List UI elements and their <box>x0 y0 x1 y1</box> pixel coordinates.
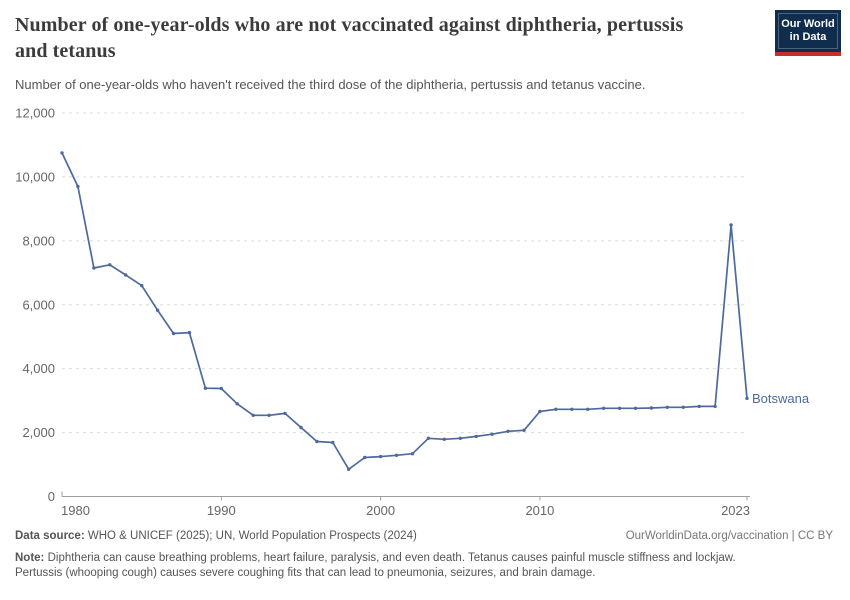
data-point-1984[interactable] <box>124 273 128 277</box>
x-tick-label-2023: 2023 <box>721 503 750 518</box>
chart-subtitle: Number of one-year-olds who haven't rece… <box>15 77 646 92</box>
attribution-link[interactable]: OurWorldinData.org/vaccination | CC BY <box>625 530 833 542</box>
data-point-1987[interactable] <box>171 331 176 336</box>
data-source-text: WHO & UNICEF (2025); UN, World Populatio… <box>84 530 417 542</box>
data-point-1999[interactable] <box>363 455 367 460</box>
data-point-1988[interactable] <box>187 330 192 335</box>
data-point-2000[interactable] <box>378 454 383 459</box>
data-point-2011[interactable] <box>554 407 558 411</box>
data-point-2008[interactable] <box>506 429 510 433</box>
data-point-2014[interactable] <box>601 406 606 410</box>
owid-logo[interactable]: Our World in Data <box>775 10 841 56</box>
data-line-botswana[interactable] <box>61 152 748 471</box>
data-point-2018[interactable] <box>665 405 669 409</box>
data-point-2017[interactable] <box>649 406 654 410</box>
y-tick-label-4000: 4,000 <box>22 361 55 376</box>
data-point-1980[interactable] <box>60 151 64 155</box>
logo-keyline <box>778 13 838 49</box>
data-point-2010[interactable] <box>538 409 542 414</box>
y-tick-label-6000: 6,000 <box>22 297 55 312</box>
y-tick-label-12000: 12,000 <box>15 106 55 121</box>
y-tick-label-0: 0 <box>48 489 55 504</box>
x-tick-label-2000: 2000 <box>366 503 395 518</box>
data-point-1994[interactable] <box>283 411 287 416</box>
data-point-1995[interactable] <box>299 425 303 430</box>
logo-line2: in Data <box>789 31 827 43</box>
data-point-2007[interactable] <box>490 432 494 436</box>
logo-red-stripe <box>775 52 841 56</box>
data-point-2016[interactable] <box>633 406 638 410</box>
data-point-2005[interactable] <box>458 436 462 440</box>
data-point-1985[interactable] <box>140 283 144 288</box>
data-point-1992[interactable] <box>251 413 255 417</box>
data-point-1982[interactable] <box>92 266 96 270</box>
entity-label-botswana: Botswana <box>752 391 810 406</box>
data-point-2006[interactable] <box>474 434 478 439</box>
data-source: Data source: WHO & UNICEF (2025); UN, Wo… <box>15 530 417 542</box>
data-point-2002[interactable] <box>410 452 415 456</box>
y-tick-label-10000: 10,000 <box>15 169 55 184</box>
data-point-2003[interactable] <box>426 436 431 440</box>
data-point-1990[interactable] <box>219 386 223 391</box>
data-point-1986[interactable] <box>155 308 160 312</box>
data-point-2021[interactable] <box>713 404 717 409</box>
data-point-2022[interactable] <box>729 223 733 227</box>
footer-note: Note: Diphtheria can cause breathing pro… <box>15 551 745 581</box>
data-point-1983[interactable] <box>108 263 112 267</box>
data-point-2012[interactable] <box>570 407 574 411</box>
data-point-1991[interactable] <box>235 402 239 406</box>
x-tick-label-1980: 1980 <box>61 503 90 518</box>
note-label: Note: <box>15 552 45 564</box>
note-text: Diphtheria can cause breathing problems,… <box>15 552 736 580</box>
data-point-1996[interactable] <box>315 439 319 444</box>
y-tick-label-8000: 8,000 <box>22 233 55 248</box>
data-point-1997[interactable] <box>331 440 335 445</box>
logo-text: Our World in Data <box>775 10 841 52</box>
data-point-2004[interactable] <box>442 437 446 441</box>
data-point-1993[interactable] <box>267 413 271 417</box>
page-title: Number of one-year-olds who are not vacc… <box>15 14 684 63</box>
data-point-2023[interactable] <box>745 396 749 401</box>
data-point-2001[interactable] <box>394 453 399 457</box>
x-tick-label-2010: 2010 <box>525 503 554 518</box>
data-point-2015[interactable] <box>617 406 622 410</box>
y-tick-label-2000: 2,000 <box>22 425 55 440</box>
logo-line1: Our World <box>781 18 835 30</box>
data-point-1981[interactable] <box>76 184 80 189</box>
data-point-2020[interactable] <box>697 404 701 409</box>
data-point-1998[interactable] <box>347 467 351 471</box>
x-tick-label-1990: 1990 <box>207 503 236 518</box>
logo-navy-box: Our World in Data <box>775 10 841 52</box>
data-source-label: Data source: <box>15 530 85 542</box>
data-point-1989[interactable] <box>203 386 208 390</box>
data-point-2013[interactable] <box>586 407 590 411</box>
footer-source-row: Data source: WHO & UNICEF (2025); UN, Wo… <box>15 530 833 542</box>
data-point-2009[interactable] <box>522 428 526 432</box>
data-point-2019[interactable] <box>681 405 685 409</box>
